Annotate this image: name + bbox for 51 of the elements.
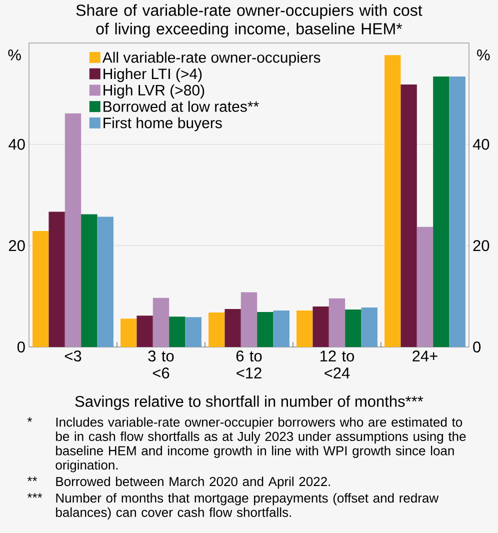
legend-label: First home buyers bbox=[104, 117, 222, 132]
y2-tick-label: 0 bbox=[473, 342, 481, 352]
legend-label: High LVR (>80) bbox=[104, 84, 204, 98]
bar bbox=[120, 318, 137, 347]
y-tick-label: 40 bbox=[8, 138, 25, 150]
x-tick-label: 6 to <12 bbox=[236, 350, 262, 378]
bar bbox=[169, 316, 186, 347]
x-axis-title: Savings relative to shortfall in number of months*** bbox=[75, 396, 424, 410]
y2-axis-title: % bbox=[477, 50, 490, 60]
chart-title: Share of variable-rate owner-occupiers with cost of living exceeding income, baseline HEM* bbox=[76, 4, 422, 38]
bar bbox=[312, 306, 329, 347]
text: Number of months that mortgage prepayments (offset and redraw balances) can cover cash flow shortfalls. bbox=[56, 493, 439, 520]
x-tick-label: <3 bbox=[64, 350, 82, 362]
bar bbox=[433, 76, 450, 347]
bar bbox=[273, 310, 290, 347]
bar bbox=[416, 226, 434, 347]
bar bbox=[345, 310, 362, 347]
bar bbox=[136, 316, 153, 347]
bar bbox=[97, 216, 114, 347]
text: * bbox=[27, 417, 32, 422]
bar bbox=[240, 292, 258, 347]
bar bbox=[400, 84, 417, 347]
text: Borrowed between March 2020 and April 2022. bbox=[56, 476, 330, 489]
legend-label: Higher LTI (>4) bbox=[104, 68, 202, 82]
bar bbox=[296, 310, 313, 347]
x-tick-label: 12 to <24 bbox=[320, 350, 354, 378]
bar bbox=[32, 230, 49, 347]
bar bbox=[64, 113, 82, 347]
x-tick-label: 24+ bbox=[412, 350, 438, 362]
bar bbox=[185, 317, 202, 347]
bar bbox=[152, 298, 170, 347]
y2-tick-label: 20 bbox=[473, 240, 490, 252]
bar bbox=[81, 214, 98, 347]
bar bbox=[208, 312, 225, 347]
text: ** bbox=[27, 476, 38, 482]
bar bbox=[257, 312, 274, 347]
bar bbox=[449, 76, 466, 347]
y2-tick-label: 40 bbox=[472, 138, 490, 150]
text: *** bbox=[27, 493, 42, 498]
legend-label: Borrowed at low rates** bbox=[104, 100, 259, 112]
x-tick-label: 3 to <6 bbox=[148, 350, 174, 379]
bar bbox=[48, 212, 65, 347]
bar bbox=[224, 309, 241, 347]
bar bbox=[361, 307, 378, 347]
y-tick-label: 20 bbox=[9, 240, 25, 252]
bar bbox=[328, 298, 346, 347]
y-axis-title: % bbox=[8, 50, 21, 60]
text: Includes variable-rate owner-occupier borrowers who are estimated to be in cash flow shortfalls as at July 2023 under assumptions using the baseline HEM and income growth in line with WPI growth since loan origination. bbox=[56, 417, 466, 472]
y-tick-label: 0 bbox=[17, 342, 25, 352]
bar bbox=[384, 55, 401, 347]
legend-label: All variable-rate owner-occupiers bbox=[102, 52, 320, 66]
